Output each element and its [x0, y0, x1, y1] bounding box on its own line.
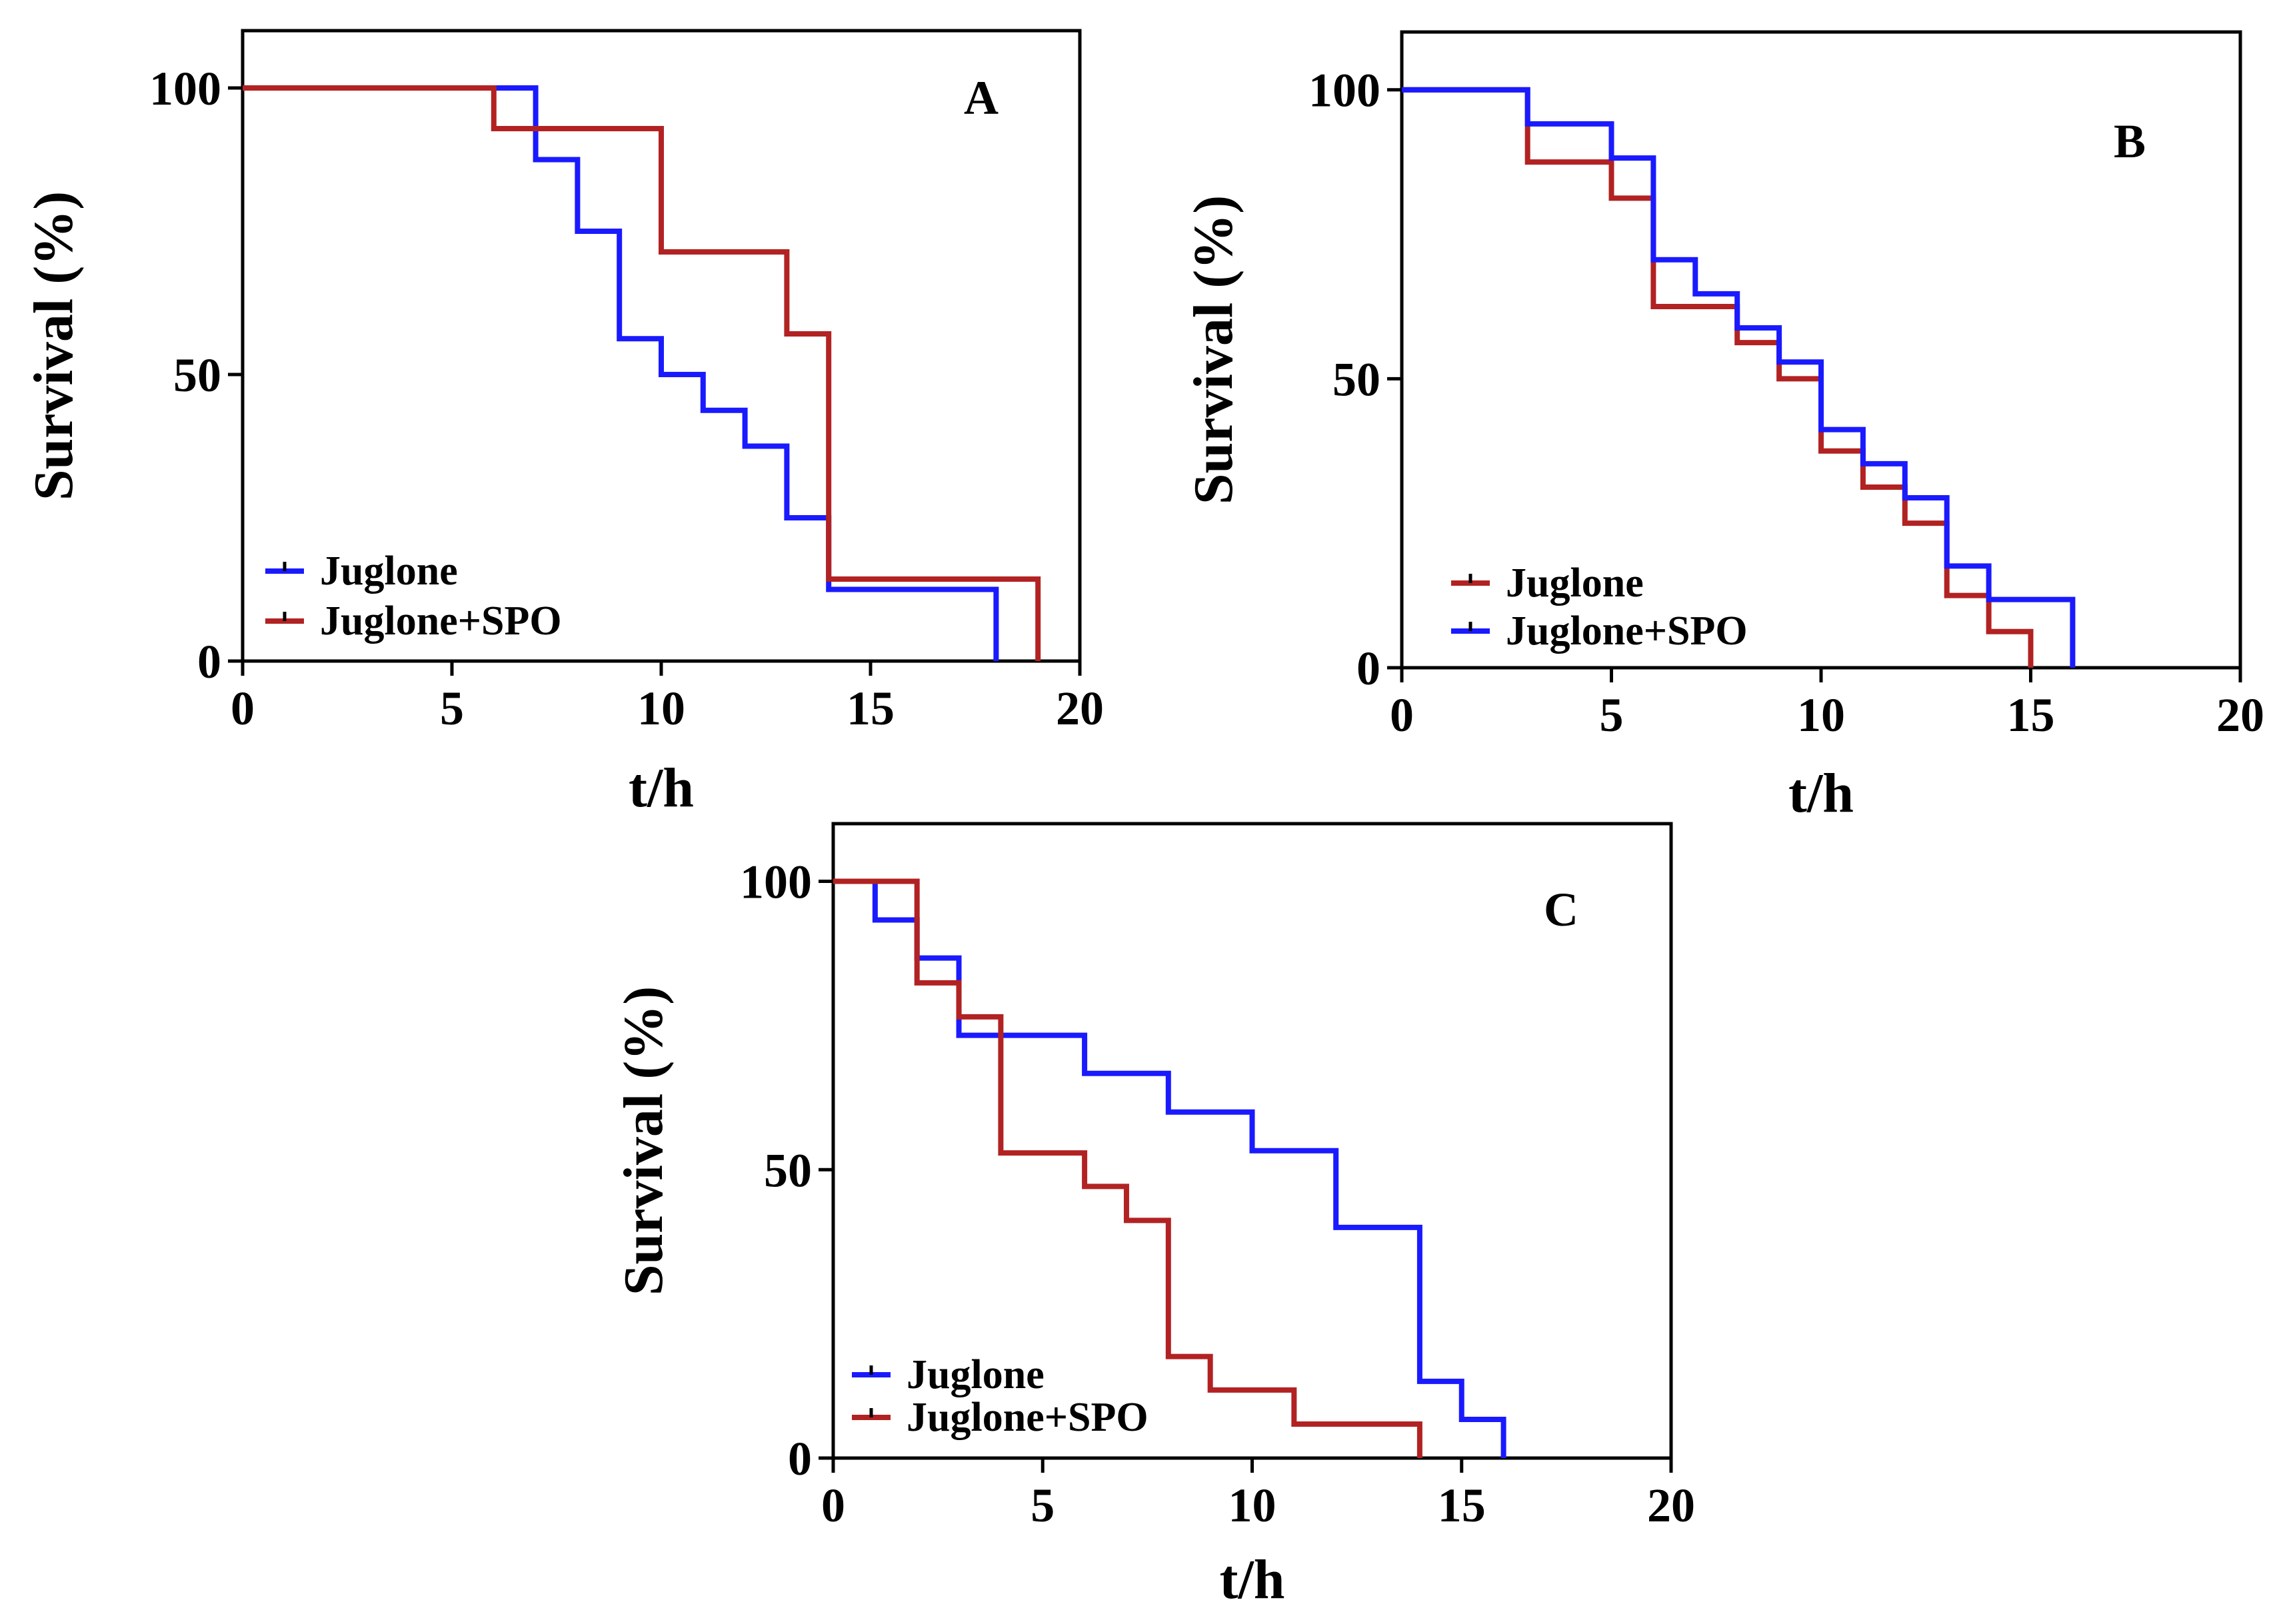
y-tick-label: 50: [764, 1144, 812, 1197]
legend-entry: Juglone: [852, 1352, 1045, 1397]
x-axis-title: t/h: [1219, 1549, 1284, 1611]
y-axis-title: Survival (%): [1182, 195, 1244, 504]
x-tick-label: 5: [1031, 1479, 1055, 1532]
y-tick-label: 100: [149, 62, 221, 115]
y-axis-title: Survival (%): [613, 986, 675, 1295]
y-tick-label: 0: [1356, 642, 1380, 695]
legend-label: Juglone: [1506, 560, 1644, 606]
series-line-juglone: [1402, 87, 2034, 668]
y-tick-label: 100: [1308, 64, 1380, 117]
series-line-juglone-spo: [1402, 87, 2076, 668]
x-tick-label: 15: [1438, 1479, 1486, 1532]
legend-entry: Juglone+SPO: [265, 598, 562, 644]
series-line-juglone-spo: [243, 85, 1041, 661]
x-tick-label: 15: [2007, 688, 2055, 742]
y-tick-label: 0: [788, 1432, 812, 1485]
series-line-juglone-spo: [833, 878, 1422, 1458]
y-tick-label: 100: [740, 856, 812, 909]
legend-entry: Juglone+SPO: [852, 1395, 1148, 1440]
legend-label: Juglone+SPO: [907, 1395, 1148, 1440]
y-tick-label: 0: [197, 635, 221, 688]
x-tick-label: 10: [1228, 1479, 1276, 1532]
x-tick-label: 20: [2216, 688, 2264, 742]
x-tick-label: 10: [637, 682, 685, 735]
legend-label: Juglone+SPO: [320, 598, 562, 644]
x-tick-label: 20: [1647, 1479, 1695, 1532]
x-tick-label: 5: [1600, 688, 1624, 742]
y-tick-label: 50: [173, 349, 221, 402]
legend-entry: Juglone+SPO: [1451, 608, 1748, 654]
y-axis-title: Survival (%): [23, 191, 85, 500]
x-tick-label: 10: [1797, 688, 1845, 742]
panel-c: 0 5 10 15 20 0 50 100 t/h Survival (%) C JugloneJug…: [613, 822, 1695, 1611]
x-tick-label: 5: [440, 682, 464, 735]
x-tick-label: 0: [231, 682, 255, 735]
x-tick-label: 15: [847, 682, 895, 735]
x-tick-label: 0: [821, 1479, 845, 1532]
legend-label: Juglone: [907, 1352, 1045, 1397]
legend-label: Juglone: [320, 548, 458, 594]
panel-label: B: [2114, 115, 2146, 168]
legend-entry: Juglone: [1451, 560, 1644, 606]
legend-entry: Juglone: [265, 548, 458, 594]
y-tick-label: 50: [1332, 353, 1380, 406]
legend-label: Juglone+SPO: [1506, 608, 1748, 654]
x-tick-label: 0: [1390, 688, 1414, 742]
x-tick-label: 20: [1056, 682, 1104, 735]
panel-label: A: [964, 71, 999, 125]
x-axis-title: t/h: [1788, 762, 1854, 824]
panel-label: C: [1544, 883, 1578, 936]
x-axis-title: t/h: [629, 757, 694, 819]
panel-a: 0 5 10 15 20 0 50 100 t/h Survival (%) A JugloneJug…: [23, 29, 1104, 819]
panel-b: 0 5 10 15 20 0 50 100 t/h Survival (%) B JugloneJug…: [1182, 30, 2264, 824]
